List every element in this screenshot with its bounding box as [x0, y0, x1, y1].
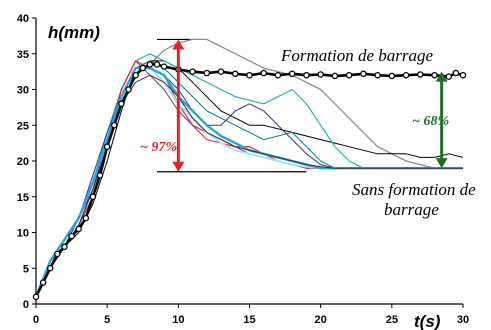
series-point-0	[153, 61, 161, 68]
arrow-head-top-green	[435, 71, 448, 82]
tick-labels: 0 5 10 15 20 25 30 35 40 0 5 10 15 20 25 30	[17, 13, 469, 326]
series-point-0	[54, 250, 61, 258]
annotation-pct-red: ~ 97%	[140, 140, 177, 155]
series-point-0	[246, 71, 253, 79]
series-point-0	[374, 71, 381, 79]
series-point-0	[445, 73, 453, 80]
series-point-0	[146, 61, 154, 68]
series-point-0	[345, 71, 353, 79]
series-point-0	[189, 68, 196, 75]
y-tick-label: 15	[17, 192, 29, 204]
series-point-0	[103, 143, 111, 150]
x-tick-label: 10	[172, 314, 184, 326]
series-point-0	[61, 243, 68, 251]
series-point-0	[217, 68, 225, 75]
series-point-0	[89, 193, 97, 200]
x-tick-label: 0	[33, 314, 39, 326]
annotation-without-dam-line2: barrage	[384, 200, 439, 219]
annotation-with-dam: Formation de barrage	[280, 46, 434, 65]
series-point-0	[125, 86, 132, 93]
x-tick-label: 15	[243, 314, 255, 326]
x-tick-label: 30	[457, 314, 469, 326]
series-point-0	[75, 225, 82, 233]
series-point-0	[68, 232, 75, 240]
y-tick-label: 0	[23, 299, 29, 311]
series-point-0	[160, 63, 168, 70]
annotation-pct-green: ~ 68%	[412, 114, 449, 129]
series-point-0	[260, 69, 267, 77]
annotation-without-dam-line1: Sans formation de	[352, 180, 476, 199]
series-point-0	[39, 279, 47, 286]
series-point-0	[452, 69, 460, 77]
y-tick-label: 30	[17, 85, 29, 97]
series-point-0	[402, 71, 410, 79]
series-point-0	[303, 71, 310, 79]
series-point-0	[360, 70, 367, 78]
annotation-arrows	[172, 39, 448, 172]
series-point-0	[132, 71, 139, 79]
x-tick-label: 5	[104, 314, 110, 326]
series-line-2	[35, 60, 464, 298]
series-point-0	[331, 72, 339, 80]
series-point-0	[46, 264, 54, 272]
series-point-0	[317, 71, 324, 78]
series-point-0	[274, 71, 282, 79]
series-point-0	[203, 69, 211, 77]
series-point-0	[431, 71, 438, 79]
x-tick-label: 25	[386, 314, 398, 326]
series-point-0	[417, 71, 424, 78]
arrow-head-bottom-green	[435, 158, 448, 169]
y-tick-label: 5	[23, 263, 29, 275]
series-point-0	[232, 70, 239, 78]
x-axis-title: t(s)	[414, 312, 441, 330]
series-point-0	[459, 71, 467, 79]
series-point-0	[388, 72, 396, 80]
arrow-head-bottom-red	[172, 161, 185, 172]
y-tick-label: 10	[17, 228, 29, 240]
y-tick-label: 35	[17, 49, 29, 61]
series-point-0	[32, 293, 40, 301]
series-point-0	[82, 214, 90, 222]
y-tick-label: 40	[17, 13, 29, 25]
y-axis-title: h(mm)	[48, 23, 100, 42]
series-lines	[32, 38, 467, 301]
series-point-0	[96, 172, 104, 179]
y-tick-label: 20	[17, 156, 29, 168]
arrow-head-top-red	[172, 39, 185, 50]
series-point-0	[118, 100, 125, 108]
series-point-0	[139, 64, 146, 72]
x-tick-label: 20	[315, 314, 327, 326]
reference-lines	[156, 38, 307, 173]
series-point-0	[111, 122, 118, 129]
series-point-0	[288, 70, 296, 78]
y-tick-label: 25	[17, 120, 29, 132]
